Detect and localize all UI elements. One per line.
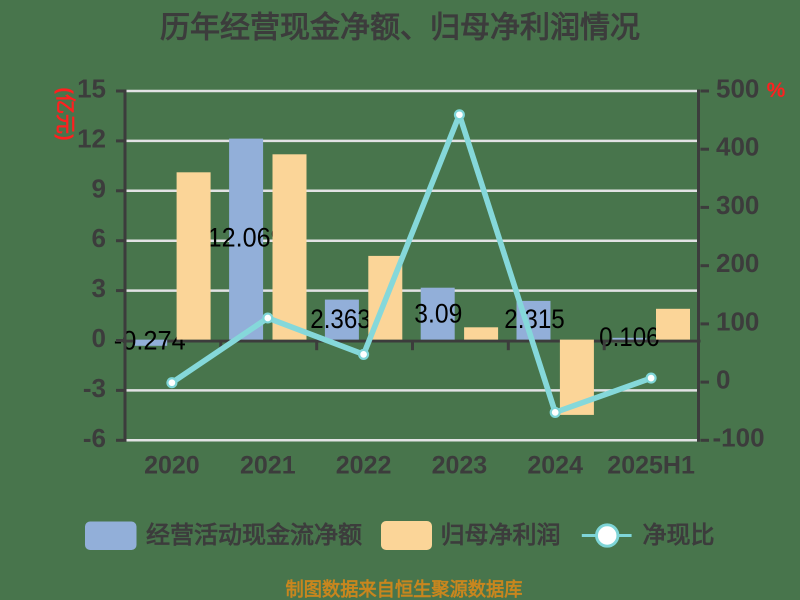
svg-text:2023: 2023 xyxy=(432,452,488,480)
svg-text:制图数据来自恒生聚源数据库: 制图数据来自恒生聚源数据库 xyxy=(286,578,523,600)
svg-text:3: 3 xyxy=(92,273,106,303)
svg-text:200: 200 xyxy=(716,248,759,278)
svg-text:400: 400 xyxy=(716,132,759,162)
svg-text:2025H1: 2025H1 xyxy=(607,452,695,480)
svg-text:100: 100 xyxy=(716,306,759,336)
svg-text:6: 6 xyxy=(92,223,106,253)
svg-text:15: 15 xyxy=(77,74,106,104)
svg-text:0: 0 xyxy=(716,365,730,395)
svg-text:净现比: 净现比 xyxy=(643,521,715,549)
svg-text:3.09: 3.09 xyxy=(414,299,462,329)
svg-text:归母净利润: 归母净利润 xyxy=(441,521,561,549)
svg-text:(亿元): (亿元) xyxy=(54,87,78,140)
svg-text:2021: 2021 xyxy=(240,452,296,480)
svg-text:12.069: 12.069 xyxy=(208,223,285,253)
svg-text:-100: -100 xyxy=(713,423,765,453)
svg-text:-6: -6 xyxy=(83,423,106,453)
svg-text:0.106: 0.106 xyxy=(599,322,660,352)
svg-text:2022: 2022 xyxy=(336,452,392,480)
svg-text:2.363: 2.363 xyxy=(310,304,371,334)
svg-text:经营活动现金流净额: 经营活动现金流净额 xyxy=(146,521,362,549)
svg-text:%: % xyxy=(767,79,786,102)
svg-text:2020: 2020 xyxy=(144,452,200,480)
svg-text:0: 0 xyxy=(92,323,106,353)
svg-text:-3: -3 xyxy=(83,373,106,403)
svg-text:500: 500 xyxy=(716,73,759,103)
svg-text:2024: 2024 xyxy=(527,452,583,480)
svg-text:历年经营现金净额、归母净利润情况: 历年经营现金净额、归母净利润情况 xyxy=(160,11,640,45)
svg-text:12: 12 xyxy=(77,123,106,153)
svg-text:2.315: 2.315 xyxy=(504,304,565,334)
svg-text:300: 300 xyxy=(716,190,759,220)
svg-text:9: 9 xyxy=(92,173,106,203)
